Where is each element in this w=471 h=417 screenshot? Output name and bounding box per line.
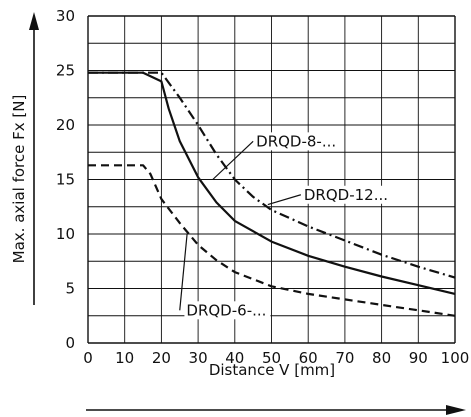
series-annotation-label: DRQD-6-...: [186, 301, 266, 319]
y-tick-label: 5: [65, 280, 75, 298]
annotation-leader: [212, 140, 254, 180]
x-tick-label: 10: [115, 349, 134, 367]
y-tick-label: 25: [56, 62, 75, 80]
x-tick-label: 50: [262, 349, 281, 367]
x-tick-label: 80: [372, 349, 391, 367]
x-tick-label: 30: [189, 349, 208, 367]
annotation-bg: [254, 132, 341, 151]
series-line: [88, 164, 456, 317]
y-axis-title: Max. axial force Fx [N]: [10, 95, 28, 264]
series-line: [88, 71, 456, 279]
annotation-bg: [184, 301, 271, 320]
annotation-bg: [301, 185, 393, 204]
x-tick-label: 70: [335, 349, 354, 367]
tick-labels: 0 10 20 30 40 50 60 70 80 90 100 0 5 10 15 20 25 30: [56, 7, 469, 367]
series-annotation-label: DRQD-12...: [304, 186, 388, 204]
y-tick-label: 20: [56, 116, 75, 134]
x-tick-label: 40: [225, 349, 244, 367]
y-tick-label: 10: [56, 225, 75, 243]
y-tick-label: 30: [56, 7, 75, 25]
x-tick-label: 20: [152, 349, 171, 367]
x-tick-label: 0: [83, 349, 93, 367]
x-tick-label: 90: [409, 349, 428, 367]
series-layer: [88, 71, 456, 317]
annotation-leader: [267, 194, 302, 206]
y-tick-label: 15: [56, 171, 75, 189]
x-tick-label: 60: [299, 349, 318, 367]
annotation-layer: DRQD-8-... DRQD-12... DRQD-6-...: [179, 132, 393, 320]
x-axis-arrow: [86, 405, 466, 415]
y-tick-label: 0: [65, 334, 75, 352]
series-line: [88, 71, 456, 295]
y-axis-arrow: [29, 12, 39, 305]
series-annotation-label: DRQD-8-...: [256, 132, 336, 150]
x-axis-title: Distance V [mm]: [209, 361, 335, 379]
annotation-leader: [179, 233, 188, 311]
grid: [87, 15, 456, 344]
x-tick-label: 100: [441, 349, 470, 367]
